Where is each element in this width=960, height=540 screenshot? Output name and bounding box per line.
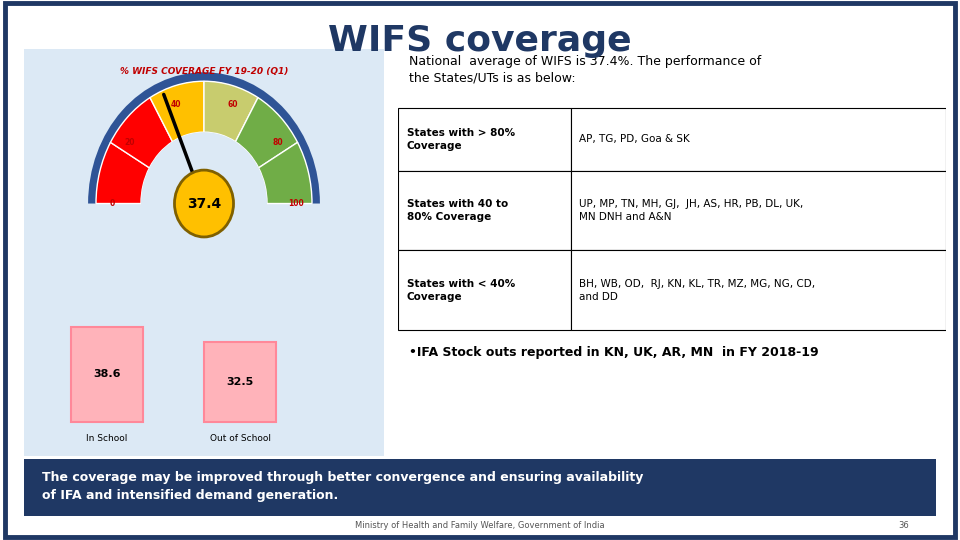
Text: 38.6: 38.6	[93, 369, 121, 380]
Bar	[571, 171, 946, 251]
Text: 100: 100	[288, 199, 303, 208]
Text: the States/UTs is as below:: the States/UTs is as below:	[409, 71, 576, 84]
Text: The coverage may be improved through better convergence and ensuring availabilit: The coverage may be improved through bet…	[42, 471, 643, 502]
Text: WIFS coverage: WIFS coverage	[328, 24, 632, 58]
Text: 20: 20	[125, 138, 135, 147]
Text: 80: 80	[273, 138, 283, 147]
Text: 36: 36	[898, 521, 908, 530]
Text: •IFA Stock outs reported in KN, UK, AR, MN  in FY 2018-19: •IFA Stock outs reported in KN, UK, AR, …	[409, 346, 819, 359]
Text: National  average of WIFS is 37.4%. The performance of: National average of WIFS is 37.4%. The p…	[409, 55, 761, 68]
Text: States with < 40%
Coverage: States with < 40% Coverage	[407, 279, 515, 301]
Bar	[571, 107, 946, 171]
Bar	[398, 171, 571, 251]
Bar	[204, 342, 276, 422]
Text: 0: 0	[109, 199, 115, 208]
Text: States with > 80%
Coverage: States with > 80% Coverage	[407, 128, 515, 151]
Text: 32.5: 32.5	[227, 377, 253, 387]
Text: In School: In School	[86, 434, 128, 443]
Text: % WIFS COVERAGE FY 19-20 (Q1): % WIFS COVERAGE FY 19-20 (Q1)	[120, 67, 288, 76]
Bar	[71, 327, 143, 422]
Wedge shape	[258, 143, 312, 204]
Text: States with 40 to
80% Coverage: States with 40 to 80% Coverage	[407, 199, 508, 222]
Circle shape	[175, 170, 233, 237]
Text: 40: 40	[170, 100, 180, 109]
Bar	[571, 251, 946, 330]
Wedge shape	[96, 143, 150, 204]
Ellipse shape	[141, 132, 267, 275]
Text: UP, MP, TN, MH, GJ,  JH, AS, HR, PB, DL, UK,
MN DNH and A&N: UP, MP, TN, MH, GJ, JH, AS, HR, PB, DL, …	[579, 199, 804, 222]
Wedge shape	[204, 81, 258, 141]
Wedge shape	[150, 81, 204, 141]
Text: 60: 60	[228, 100, 238, 109]
Text: BH, WB, OD,  RJ, KN, KL, TR, MZ, MG, NG, CD,
and DD: BH, WB, OD, RJ, KN, KL, TR, MZ, MG, NG, …	[579, 279, 815, 301]
Text: AP, TG, PD, Goa & SK: AP, TG, PD, Goa & SK	[579, 134, 689, 144]
Wedge shape	[88, 72, 320, 204]
Bar	[398, 107, 571, 171]
Text: Out of School: Out of School	[209, 434, 271, 443]
Wedge shape	[235, 98, 298, 168]
FancyBboxPatch shape	[20, 44, 388, 461]
Text: Ministry of Health and Family Welfare, Government of India: Ministry of Health and Family Welfare, G…	[355, 521, 605, 530]
Bar	[398, 251, 571, 330]
Wedge shape	[110, 98, 173, 168]
Text: 37.4: 37.4	[187, 197, 221, 211]
